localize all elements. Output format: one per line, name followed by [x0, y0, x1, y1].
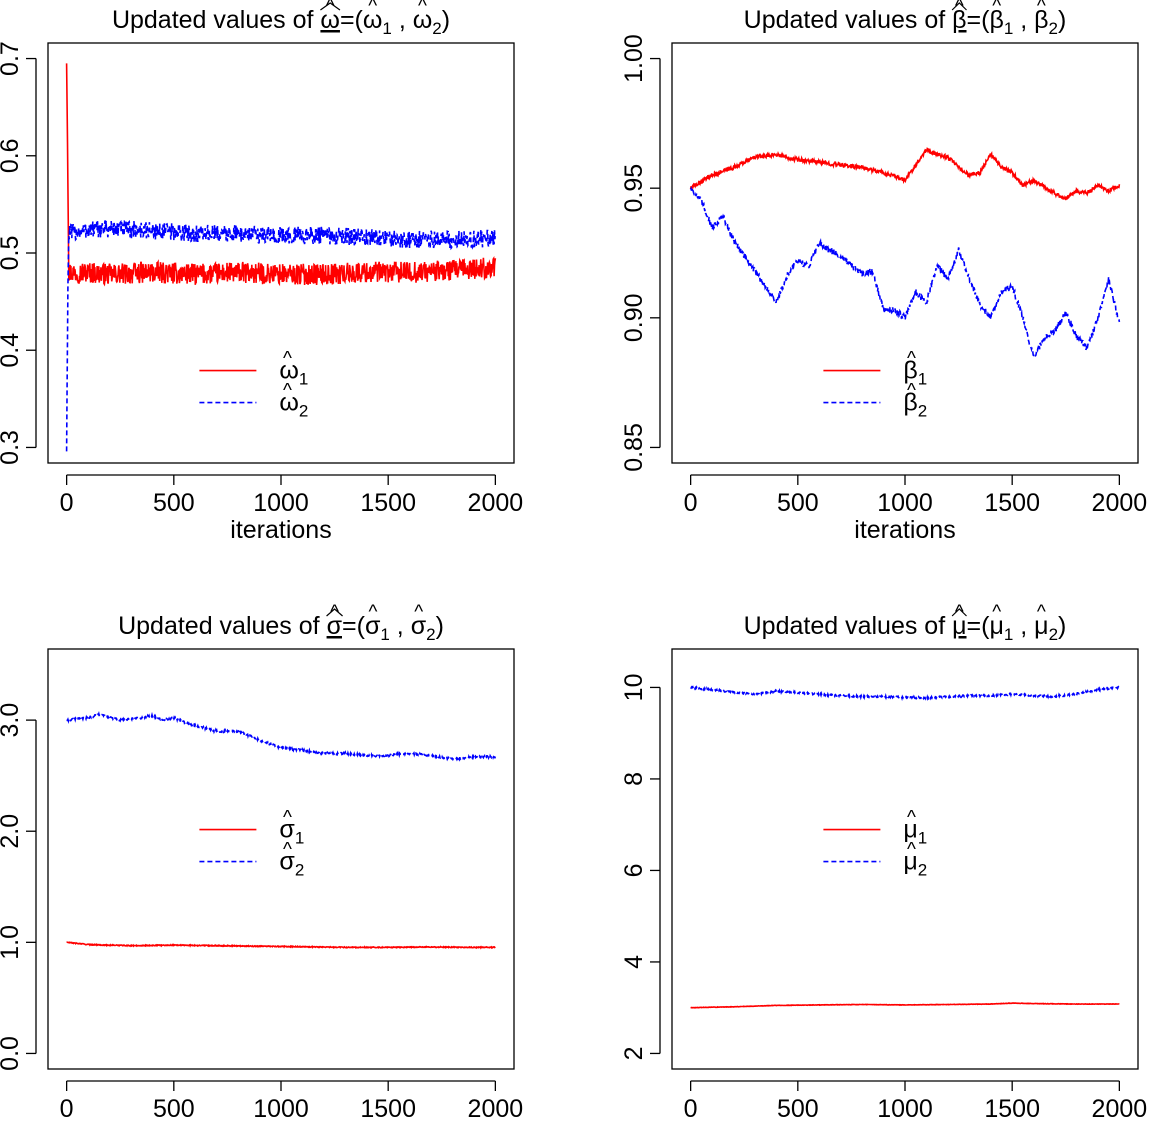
- plot-frame: [671, 648, 1139, 1070]
- x-axis-label: iterations: [230, 1122, 331, 1125]
- y-tick-label: 0.3: [0, 430, 24, 465]
- legend-label-1: β1: [903, 357, 927, 389]
- y-tick-label: 0.85: [620, 423, 648, 472]
- x-tick-label: 1000: [877, 489, 933, 517]
- legend-hat-accent: ^: [907, 349, 916, 370]
- series-1-line: [690, 1002, 1120, 1009]
- legend-hat-accent: ^: [907, 381, 916, 402]
- hat-accent: ^: [992, 0, 1001, 17]
- legend-label-2: σ2: [279, 848, 304, 880]
- y-tick-label: 2: [620, 1046, 648, 1060]
- hat-accent: ^: [992, 602, 1001, 623]
- x-tick-label: 1000: [877, 1095, 933, 1123]
- x-tick-label: 1500: [360, 489, 416, 517]
- vector-hat: [951, 608, 967, 617]
- series-1-line: [66, 941, 496, 950]
- plot-frame: [671, 42, 1139, 464]
- x-tick-label: 500: [153, 1095, 195, 1123]
- legend-label-1: ω1: [279, 357, 308, 389]
- x-tick-label: 1000: [253, 1095, 309, 1123]
- hat-accent: ^: [418, 0, 427, 17]
- x-tick-label: 1500: [984, 1095, 1040, 1123]
- chart-title: Updated values of ω=(ω1 , ω2): [112, 6, 450, 38]
- x-tick-label: 1500: [984, 489, 1040, 517]
- panel-sigma: 0 500 1000 1500 2000 iterations 0.0 1.0 2.0 3.0 Up…: [0, 602, 523, 1125]
- vector-hat: [320, 2, 341, 11]
- legend-label-2: β2: [903, 389, 927, 421]
- hat-accent: ^: [414, 602, 423, 623]
- y-tick-label: 0.0: [0, 1036, 24, 1071]
- hat-accent: ^: [326, 0, 335, 17]
- legend-label-2: μ2: [903, 848, 927, 880]
- y-tick-label: 10: [620, 674, 648, 702]
- hat-accent: ^: [955, 602, 964, 623]
- y-tick-label: 0.90: [620, 293, 648, 342]
- x-tick-label: 0: [684, 489, 698, 517]
- chart-title: Updated values of β=(β1 , β2): [744, 6, 1067, 38]
- x-tick-label: 2000: [468, 489, 524, 517]
- chart-title: Updated values of σ=(σ1 , σ2): [118, 612, 444, 644]
- x-axis-label: iterations: [854, 1122, 955, 1125]
- series-2-line: [689, 186, 1121, 361]
- y-tick-label: 0.6: [0, 138, 24, 173]
- y-tick-label: 4: [620, 955, 648, 969]
- x-tick-label: 0: [60, 489, 74, 517]
- hat-accent: ^: [1037, 0, 1046, 17]
- vector-hat: [951, 2, 967, 11]
- legend-hat-accent: ^: [907, 840, 916, 861]
- x-tick-label: 2000: [468, 1095, 524, 1123]
- x-tick-label: 1000: [253, 489, 309, 517]
- x-tick-label: 1500: [360, 1095, 416, 1123]
- hat-accent: ^: [1037, 602, 1046, 623]
- hat-accent: ^: [368, 0, 377, 17]
- x-axis-label: iterations: [854, 516, 955, 544]
- x-tick-label: 500: [153, 489, 195, 517]
- legend-hat-accent: ^: [283, 808, 292, 829]
- plot-frame: [47, 648, 515, 1070]
- x-axis-label: iterations: [230, 516, 331, 544]
- legend-hat-accent: ^: [283, 349, 292, 370]
- hat-accent: ^: [368, 602, 377, 623]
- y-tick-label: 1.00: [620, 34, 648, 83]
- panel-omega: 0 500 1000 1500 2000 iterations 0.3 0.4 0.5 0.6 0.…: [0, 0, 523, 544]
- legend-label-1: μ1: [903, 816, 927, 848]
- legend-label-2: ω2: [279, 389, 308, 421]
- y-tick-label: 8: [620, 772, 648, 786]
- y-tick-label: 0.4: [0, 333, 24, 368]
- vector-hat: [326, 608, 343, 617]
- y-tick-label: 1.0: [0, 925, 24, 960]
- chart-title: Updated values of μ=(μ1 , μ2): [744, 612, 1067, 644]
- x-tick-label: 0: [60, 1095, 74, 1123]
- x-tick-label: 2000: [1092, 1095, 1148, 1123]
- hat-accent: ^: [955, 0, 964, 17]
- series-1-line: [65, 63, 497, 287]
- y-tick-label: 3.0: [0, 703, 24, 738]
- series-2-line: [65, 218, 497, 452]
- y-tick-label: 0.5: [0, 236, 24, 271]
- legend-hat-accent: ^: [283, 381, 292, 402]
- panel-beta: 0 500 1000 1500 2000 iterations 0.85 0.90 0.95 1.…: [620, 0, 1147, 544]
- y-tick-label: 2.0: [0, 814, 24, 849]
- series-2-line: [66, 711, 497, 762]
- legend-label-1: σ1: [279, 816, 304, 848]
- hat-accent: ^: [330, 602, 339, 623]
- y-tick-label: 0.95: [620, 164, 648, 213]
- series-1-line: [689, 147, 1121, 201]
- x-tick-label: 2000: [1092, 489, 1148, 517]
- x-tick-label: 500: [777, 1095, 819, 1123]
- y-tick-label: 6: [620, 863, 648, 877]
- x-tick-label: 0: [684, 1095, 698, 1123]
- legend-hat-accent: ^: [283, 840, 292, 861]
- series-2-line: [690, 685, 1120, 702]
- legend-hat-accent: ^: [907, 808, 916, 829]
- x-tick-label: 500: [777, 489, 819, 517]
- plot-frame: [47, 42, 515, 464]
- panel-mu: 0 500 1000 1500 2000 iterations 2 4 6 8 10 Updated …: [620, 602, 1147, 1125]
- y-tick-label: 0.7: [0, 41, 24, 76]
